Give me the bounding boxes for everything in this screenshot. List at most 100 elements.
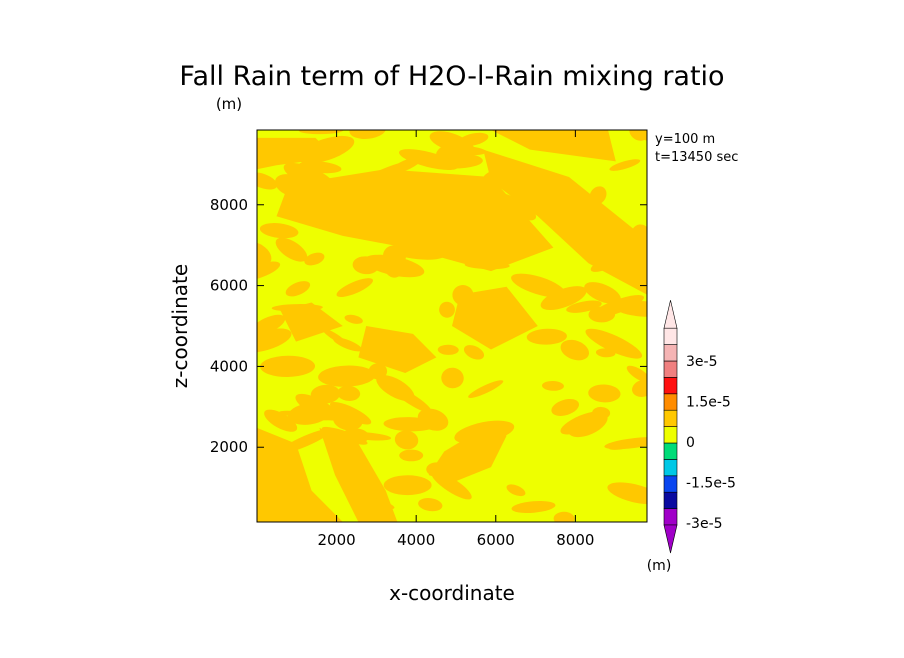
contour-region [431, 471, 472, 500]
contour-region [310, 384, 341, 404]
contour-region [540, 286, 587, 311]
contour-region [257, 427, 343, 522]
field-contours [257, 130, 647, 522]
contour-region [304, 252, 325, 266]
contour-region [297, 135, 355, 164]
contour-region [337, 385, 361, 401]
contour-region [607, 482, 647, 505]
contour-region [271, 304, 323, 312]
contour-region [626, 365, 647, 383]
colorbar-segment [663, 459, 678, 477]
contour-region [537, 202, 570, 221]
x-axis-label: x-coordinate [389, 581, 515, 605]
contour-region [394, 430, 419, 450]
annotation-y: y=100 m [655, 132, 715, 147]
contour-region [399, 449, 424, 462]
y-tick-label: 8000 [210, 196, 248, 214]
colorbar-unit: (m) [647, 558, 672, 574]
contour-region [585, 328, 643, 359]
colorbar-segment [663, 327, 678, 345]
contour-region [344, 314, 363, 324]
x-tick-label: 8000 [556, 531, 594, 549]
contour-region [519, 130, 547, 140]
colorbar-segment [663, 409, 678, 427]
plot-area [256, 129, 648, 523]
colorbar-segment [663, 475, 678, 493]
y-tick-label: 6000 [210, 277, 248, 295]
colorbar-label: 3e-5 [686, 354, 717, 370]
contour-region [584, 282, 621, 304]
contour-region [437, 344, 459, 355]
contour-region [257, 242, 272, 266]
y-tick-label: 2000 [210, 438, 248, 456]
contour-region [533, 171, 561, 192]
contour-region [482, 168, 509, 185]
contour-region [468, 380, 504, 398]
contour-region [541, 381, 564, 391]
colorbar-top-arrow [663, 300, 678, 329]
colorbar-bottom-arrow [663, 524, 678, 554]
contour-region [452, 286, 538, 350]
contour-region [591, 295, 645, 318]
colorbar-label: 0 [686, 435, 695, 451]
contour-region [604, 437, 647, 450]
colorbar-segment [663, 508, 678, 526]
contour-region [318, 365, 376, 387]
plot-frame [256, 129, 648, 523]
colorbar-segment [663, 491, 678, 509]
contour-region [476, 291, 507, 313]
contour-region [321, 426, 368, 445]
contour-region [463, 345, 485, 360]
contour-region [439, 301, 455, 318]
contour-region [283, 310, 316, 325]
contour-region [259, 223, 299, 239]
contour-region [383, 417, 436, 432]
contour-region [257, 172, 278, 190]
contour-region [322, 328, 348, 346]
contour-region [589, 186, 607, 205]
x-tick-label: 2000 [317, 531, 355, 549]
colorbar-label: -3e-5 [686, 516, 723, 532]
contour-region [357, 216, 398, 234]
contour-region [257, 261, 281, 281]
contour-region [452, 285, 474, 306]
contour-region [352, 494, 395, 510]
contour-region [483, 149, 647, 295]
colorbar-segment [663, 377, 678, 395]
y-axis-label: z-coordinate [168, 264, 192, 388]
contour-region [488, 191, 537, 221]
contour-region [590, 258, 617, 272]
contour-region [599, 237, 647, 261]
contour-region [560, 411, 606, 435]
colorbar: 3e-5 1.5e-5 0 -1.5e-5 -3e-5 [663, 300, 736, 554]
contour-region [632, 379, 647, 397]
contour-region [399, 149, 459, 170]
contour-region [358, 326, 437, 374]
colorbar-segment [663, 426, 678, 444]
contour-region [504, 130, 521, 138]
contour-region [277, 149, 301, 164]
colorbar-label: -1.5e-5 [686, 476, 736, 492]
contour-region [394, 215, 423, 240]
contour-region [364, 254, 425, 278]
contour-region [629, 130, 647, 141]
contour-region [287, 402, 331, 425]
contour-region [275, 139, 310, 158]
contour-region [285, 281, 311, 297]
contour-region [551, 398, 580, 416]
contour-region [426, 462, 447, 477]
contour-region [506, 484, 526, 497]
contour-region [330, 401, 372, 425]
contour-region [257, 328, 292, 353]
contour-region [511, 500, 556, 514]
colorbar-segment [663, 344, 678, 362]
y-tick-label: 4000 [210, 357, 248, 375]
contour-region [388, 182, 421, 195]
contour-region [257, 314, 286, 335]
colorbar-label: 1.5e-5 [686, 395, 731, 411]
contour-region [566, 300, 602, 313]
y-axis: 2000 4000 6000 8000 [210, 196, 647, 456]
contour-region [418, 498, 443, 512]
colorbar-segment [663, 360, 678, 378]
